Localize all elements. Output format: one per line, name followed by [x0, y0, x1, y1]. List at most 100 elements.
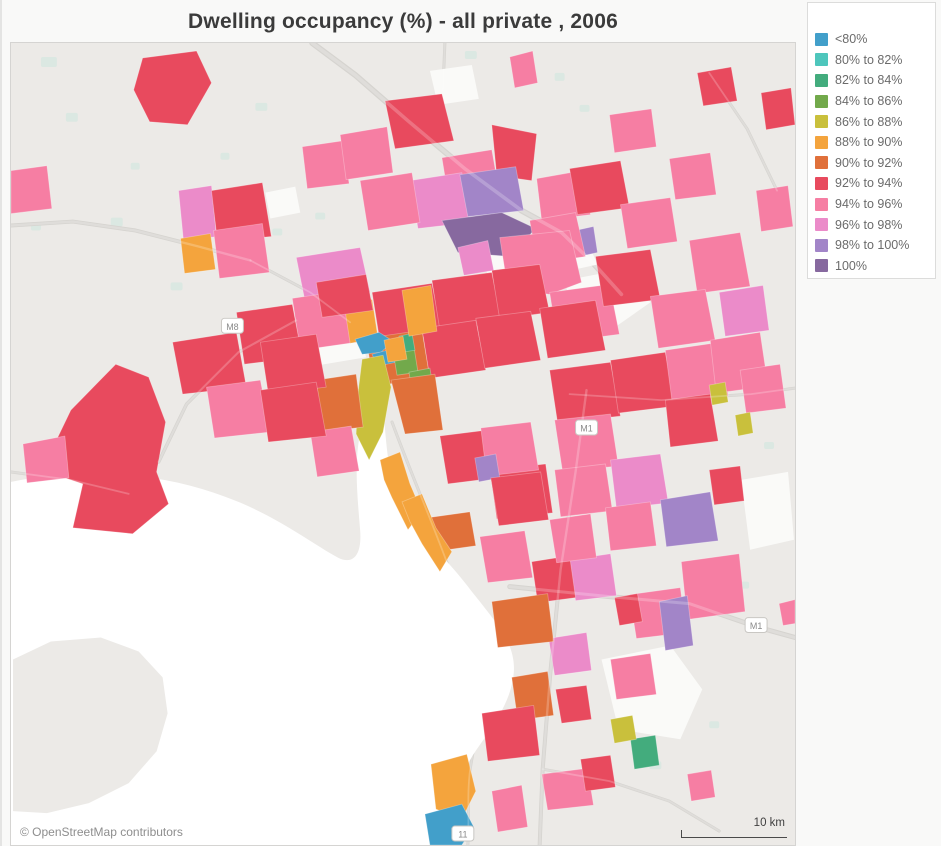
map-region[interactable]: [315, 274, 374, 318]
map-region[interactable]: [133, 50, 212, 126]
road-shield-label: 11: [458, 830, 467, 840]
map-region[interactable]: [390, 373, 444, 435]
map-region[interactable]: [760, 87, 795, 131]
legend-item[interactable]: 86% to 88%: [815, 111, 931, 132]
map-region[interactable]: [491, 593, 555, 648]
map-region[interactable]: [301, 140, 350, 190]
map-svg[interactable]: M8 M1 M1 11: [11, 43, 795, 845]
park-area: [130, 162, 140, 170]
legend-label: 94% to 96%: [835, 197, 903, 212]
legend-item[interactable]: 88% to 90%: [815, 132, 931, 153]
map-attribution[interactable]: © OpenStreetMap contributors: [11, 822, 192, 842]
map-region[interactable]: [658, 595, 694, 651]
map-region[interactable]: [401, 284, 438, 337]
map-region[interactable]: [739, 363, 787, 414]
map-region[interactable]: [259, 333, 327, 395]
legend-swatch: [815, 115, 828, 129]
legend-label: 90% to 92%: [835, 155, 903, 170]
legend-swatch: [815, 218, 828, 232]
legend-item[interactable]: 92% to 94%: [815, 173, 931, 194]
map-region[interactable]: [430, 753, 477, 820]
park-area: [764, 442, 775, 449]
legend-item[interactable]: 98% to 100%: [815, 235, 931, 256]
map-region[interactable]: [708, 465, 745, 506]
scale-label: 10 km: [753, 817, 785, 829]
map-region[interactable]: [213, 223, 270, 279]
peninsula-landmass: [12, 637, 168, 814]
map-region[interactable]: [359, 172, 421, 231]
map-region[interactable]: [605, 501, 657, 552]
map-region[interactable]: [620, 197, 678, 249]
map-region[interactable]: [610, 453, 669, 510]
park-area: [554, 72, 565, 81]
legend-item[interactable]: <80%: [815, 29, 931, 50]
map-region[interactable]: [491, 784, 529, 833]
map-region[interactable]: [421, 319, 487, 379]
map-region[interactable]: [475, 310, 542, 369]
road-shield: [451, 825, 475, 842]
map-region[interactable]: [180, 233, 216, 274]
map-region[interactable]: [755, 185, 794, 232]
map-region[interactable]: [555, 684, 592, 724]
map-region[interactable]: [668, 152, 717, 201]
legend-item[interactable]: 100%: [815, 256, 931, 277]
park-area: [170, 282, 183, 291]
map-region[interactable]: [541, 767, 594, 811]
map-region[interactable]: [659, 491, 719, 548]
park-area: [464, 50, 477, 59]
map-region[interactable]: [630, 734, 660, 770]
map-region[interactable]: [481, 704, 541, 762]
map-region[interactable]: [178, 185, 217, 242]
map-region[interactable]: [509, 50, 539, 89]
map-region[interactable]: [490, 471, 550, 527]
map-region[interactable]: [614, 593, 643, 626]
map-region[interactable]: [734, 411, 754, 437]
legend-item[interactable]: 84% to 86%: [815, 91, 931, 112]
map-region[interactable]: [548, 632, 592, 676]
road-shield: [575, 419, 599, 436]
map-region[interactable]: [22, 435, 70, 484]
road-highlight: [442, 43, 446, 92]
map-region[interactable]: [708, 381, 729, 406]
map-region[interactable]: [778, 599, 795, 626]
legend-item[interactable]: 80% to 82%: [815, 50, 931, 71]
map-panel[interactable]: M8 M1 M1 11 © OpenStreetMap contributors 10…: [10, 42, 796, 846]
map-region[interactable]: [491, 124, 538, 182]
map-region[interactable]: [610, 653, 657, 700]
map-region[interactable]: [696, 66, 738, 107]
legend-item[interactable]: 96% to 98%: [815, 214, 931, 235]
map-region[interactable]: [664, 393, 719, 448]
park-area: [272, 228, 283, 236]
road-highlight: [249, 259, 352, 324]
legend-item[interactable]: 94% to 96%: [815, 194, 931, 215]
map-region[interactable]: [549, 361, 621, 424]
road-shield-label: M1: [750, 621, 762, 631]
legend-label: 82% to 84%: [835, 73, 903, 88]
park-area: [220, 152, 230, 160]
legend-item[interactable]: 90% to 92%: [815, 153, 931, 174]
map-region[interactable]: [580, 754, 616, 792]
map-region[interactable]: [539, 299, 606, 359]
map-region[interactable]: [384, 93, 455, 150]
map-region[interactable]: [649, 288, 716, 349]
map-region[interactable]: [459, 166, 525, 217]
map-region[interactable]: [549, 513, 597, 564]
map-region[interactable]: [339, 126, 394, 181]
map-region[interactable]: [259, 381, 327, 443]
map-region[interactable]: [554, 463, 613, 518]
map-region[interactable]: [680, 553, 746, 620]
map-region[interactable]: [309, 425, 360, 478]
map-region[interactable]: [610, 714, 637, 744]
map-region[interactable]: [206, 379, 271, 439]
map-region[interactable]: [609, 108, 657, 154]
map-region[interactable]: [688, 232, 751, 294]
map-region[interactable]: [383, 335, 408, 363]
map-region[interactable]: [686, 769, 716, 802]
map-region[interactable]: [479, 530, 534, 584]
legend-swatch: [815, 135, 828, 149]
map-region[interactable]: [718, 284, 770, 337]
map-region[interactable]: [11, 165, 53, 214]
road-highlight: [508, 585, 795, 640]
legend-item[interactable]: 82% to 84%: [815, 70, 931, 91]
map-region[interactable]: [401, 493, 453, 573]
